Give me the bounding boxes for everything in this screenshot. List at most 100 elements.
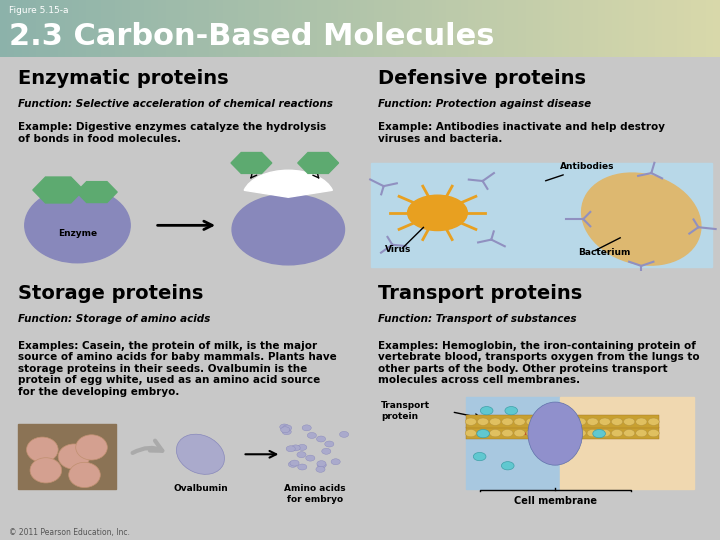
Text: Ovalbumin: Ovalbumin <box>173 484 228 493</box>
Circle shape <box>624 418 635 426</box>
Text: Storage proteins: Storage proteins <box>18 285 203 303</box>
Circle shape <box>306 455 315 461</box>
Circle shape <box>648 429 660 437</box>
Circle shape <box>575 429 586 437</box>
Circle shape <box>587 429 598 437</box>
FancyBboxPatch shape <box>466 397 560 489</box>
Circle shape <box>502 418 513 426</box>
Circle shape <box>325 441 334 447</box>
Circle shape <box>562 429 574 437</box>
Text: Function: Protection against disease: Function: Protection against disease <box>378 98 591 109</box>
Circle shape <box>297 444 307 450</box>
Circle shape <box>317 461 326 467</box>
Circle shape <box>611 418 623 426</box>
Circle shape <box>514 429 525 437</box>
Text: Function: Selective acceleration of chemical reactions: Function: Selective acceleration of chem… <box>18 98 333 109</box>
Circle shape <box>526 418 537 426</box>
FancyBboxPatch shape <box>466 415 659 428</box>
Text: Function: Storage of amino acids: Function: Storage of amino acids <box>18 314 210 325</box>
Circle shape <box>465 429 477 437</box>
Circle shape <box>286 446 295 452</box>
Ellipse shape <box>58 444 90 469</box>
Circle shape <box>636 429 647 437</box>
Circle shape <box>473 453 486 461</box>
Circle shape <box>317 462 326 468</box>
Wedge shape <box>244 170 333 197</box>
Circle shape <box>539 418 549 426</box>
Ellipse shape <box>68 462 100 488</box>
Text: Examples: Casein, the protein of milk, is the major
source of amino acids for ba: Examples: Casein, the protein of milk, i… <box>18 341 336 397</box>
Ellipse shape <box>27 437 58 462</box>
FancyBboxPatch shape <box>18 424 116 489</box>
Text: Defensive proteins: Defensive proteins <box>378 70 586 89</box>
Circle shape <box>636 418 647 426</box>
Text: Bacterium: Bacterium <box>578 248 631 258</box>
Ellipse shape <box>24 188 130 263</box>
Text: Figure 5.15-a: Figure 5.15-a <box>9 5 68 15</box>
Circle shape <box>317 436 325 442</box>
Circle shape <box>297 451 306 458</box>
Ellipse shape <box>30 458 62 483</box>
Circle shape <box>477 429 489 437</box>
Text: Transport proteins: Transport proteins <box>378 285 582 303</box>
FancyBboxPatch shape <box>371 163 711 267</box>
Text: 2.3 Carbon-Based Molecules: 2.3 Carbon-Based Molecules <box>9 22 494 51</box>
Circle shape <box>551 418 562 426</box>
Circle shape <box>282 425 292 431</box>
Circle shape <box>599 418 611 426</box>
Circle shape <box>322 448 331 454</box>
Circle shape <box>502 429 513 437</box>
Circle shape <box>297 464 307 470</box>
Circle shape <box>465 418 477 426</box>
Text: Virus: Virus <box>384 245 411 254</box>
Circle shape <box>291 445 300 451</box>
Ellipse shape <box>528 402 582 465</box>
Circle shape <box>587 418 598 426</box>
Ellipse shape <box>76 435 107 460</box>
Circle shape <box>480 407 493 415</box>
FancyBboxPatch shape <box>560 397 694 489</box>
Circle shape <box>316 467 325 472</box>
Circle shape <box>477 429 490 438</box>
Circle shape <box>302 425 311 431</box>
Circle shape <box>551 429 562 437</box>
Circle shape <box>539 429 549 437</box>
Circle shape <box>599 429 611 437</box>
Circle shape <box>280 424 289 430</box>
Text: Enzyme: Enzyme <box>58 229 97 238</box>
Circle shape <box>290 460 299 466</box>
Circle shape <box>282 429 292 435</box>
Text: Example: Digestive enzymes catalyze the hydrolysis
of bonds in food molecules.: Example: Digestive enzymes catalyze the … <box>18 123 326 144</box>
Circle shape <box>501 462 514 470</box>
Ellipse shape <box>176 434 225 474</box>
Circle shape <box>490 418 501 426</box>
Text: Antibodies: Antibodies <box>546 162 615 181</box>
Text: Example: Antibodies inactivate and help destroy
viruses and bacteria.: Example: Antibodies inactivate and help … <box>378 123 665 144</box>
Circle shape <box>562 418 574 426</box>
Circle shape <box>624 429 635 437</box>
Ellipse shape <box>232 194 344 265</box>
Circle shape <box>490 429 501 437</box>
Text: Function: Transport of substances: Function: Transport of substances <box>378 314 576 325</box>
Circle shape <box>340 431 348 437</box>
Circle shape <box>281 427 289 433</box>
Text: Enzymatic proteins: Enzymatic proteins <box>18 70 228 89</box>
Text: Examples: Hemoglobin, the iron-containing protein of
vertebrate blood, transport: Examples: Hemoglobin, the iron-containin… <box>378 341 699 386</box>
Circle shape <box>477 418 489 426</box>
Circle shape <box>331 459 341 465</box>
Text: Amino acids
for embryo: Amino acids for embryo <box>284 484 346 503</box>
Text: © 2011 Pearson Education, Inc.: © 2011 Pearson Education, Inc. <box>9 528 130 537</box>
Circle shape <box>514 418 525 426</box>
Circle shape <box>575 418 586 426</box>
FancyBboxPatch shape <box>466 427 659 440</box>
Text: Cell membrane: Cell membrane <box>513 496 597 505</box>
Text: Transport
protein: Transport protein <box>382 402 431 421</box>
Circle shape <box>593 429 606 438</box>
Circle shape <box>505 407 518 415</box>
Circle shape <box>307 433 316 438</box>
Circle shape <box>648 418 660 426</box>
Circle shape <box>611 429 623 437</box>
Circle shape <box>408 195 467 231</box>
Circle shape <box>526 429 537 437</box>
Ellipse shape <box>582 173 701 265</box>
